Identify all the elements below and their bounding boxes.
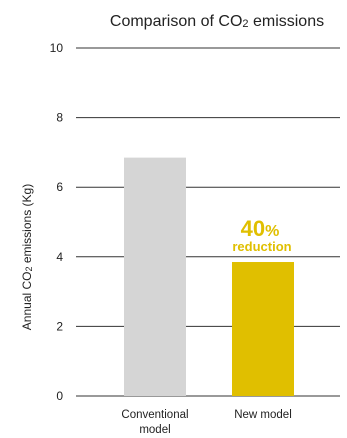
bars: [124, 157, 294, 396]
reduction-percentage: 40%: [241, 216, 280, 241]
y-axis-label-subscript: 2: [24, 266, 34, 271]
y-tick-label-2: 2: [56, 319, 63, 333]
x-label-new-model-line1: New model: [234, 409, 292, 421]
y-tick-label-8: 8: [56, 111, 63, 125]
chart-title: Comparison of CO2 emissions: [110, 13, 324, 30]
bar-new-model: [232, 262, 294, 396]
y-tick-label-4: 4: [56, 250, 63, 264]
y-tick-label-0: 0: [56, 389, 63, 403]
reduction-label: reduction: [232, 239, 291, 254]
y-tick-labels: 0 2 4 6 8 10: [50, 41, 64, 403]
x-category-labels: Conventional model New model: [121, 409, 291, 436]
gridlines: [76, 47, 340, 397]
x-label-conventional-model-line1: Conventional: [121, 409, 188, 421]
chart-title-subscript: 2: [242, 18, 248, 30]
x-label-conventional-model-line2: model: [139, 424, 170, 436]
reduction-annotation: 40% reduction: [232, 216, 291, 254]
bar-conventional-model: [124, 157, 186, 396]
y-tick-label-6: 6: [56, 180, 63, 194]
y-tick-label-10: 10: [50, 41, 64, 55]
y-axis-label: Annual CO2 emissions (Kg): [20, 184, 34, 330]
